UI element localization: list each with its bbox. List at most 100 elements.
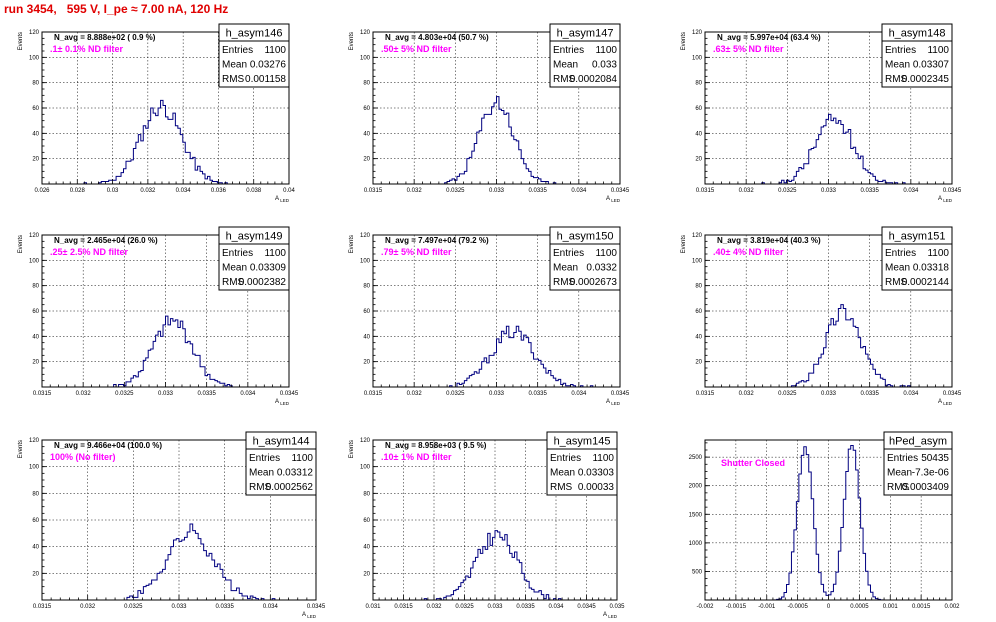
- histogram-h_asym144: 0.0315 0.032 0.0325 0.033 0.0335 0.034 0.0345 2…: [18, 431, 326, 619]
- y-tick-label: 120: [360, 438, 371, 444]
- y-tick-label: 120: [692, 30, 703, 36]
- histogram-hPed_asym: -0.002 -0.0015 -0.001 -0.0005 0 0.0005 0.001 0.…: [689, 431, 960, 610]
- y-tick-label: 60: [363, 106, 370, 112]
- y-tick-label: 40: [32, 131, 39, 137]
- navg-label: N_avg = 7.497e+04 (79.2 %): [385, 236, 489, 245]
- y-tick-label: 1000: [689, 541, 703, 547]
- stats-value: 1100: [595, 45, 617, 56]
- y-tick-label: 80: [363, 284, 370, 290]
- stats-body-box: [881, 40, 953, 88]
- y-tick-label: 100: [360, 55, 371, 61]
- x-tick-label: 0.0315: [394, 604, 413, 610]
- histogram-line: [42, 99, 289, 185]
- y-tick-label: 2000: [689, 484, 703, 490]
- x-tick-label: 0.032: [140, 188, 156, 194]
- filter-note: .63± 5% ND filter: [713, 44, 784, 54]
- x-tick-label: 0.0325: [455, 604, 474, 610]
- stats-value: 0.001158: [245, 74, 286, 85]
- y-tick-label: 120: [692, 233, 703, 239]
- y-tick-label: 60: [695, 106, 702, 112]
- x-tick-label: 0.033: [489, 391, 505, 397]
- stats-key: Mean: [222, 60, 247, 71]
- x-axis-label: A LED: [938, 399, 953, 406]
- x-tick-label: 0.033: [158, 391, 174, 397]
- navg-label: N_avg = 5.997e+04 (63.4 %): [717, 33, 821, 42]
- x-tick-label: 0.033: [821, 188, 837, 194]
- y-tick-label: 60: [363, 518, 370, 524]
- x-tick-label: 0.032: [80, 604, 96, 610]
- x-tick-label: 0.033: [489, 188, 505, 194]
- histogram-name: h_asym145: [554, 436, 611, 448]
- stats-key: Mean: [885, 60, 910, 71]
- y-axis-label: Events: [349, 235, 355, 253]
- stats-key: Entries: [222, 248, 253, 259]
- stats-box: h_asym146 Entries 1100 Mean 0.03276 RMS 0.0011…: [218, 23, 290, 88]
- stats-value: 0.03309: [250, 263, 287, 274]
- y-axis-label: Events: [18, 440, 24, 458]
- x-tick-label: 0.035: [609, 604, 625, 610]
- filter-note: .1± 0.1% ND filter: [50, 44, 123, 54]
- histogram-h_asym147: 0.0315 0.032 0.0325 0.033 0.0335 0.034 0.0345 2…: [349, 23, 630, 203]
- y-tick-label: 40: [363, 131, 370, 137]
- histogram-line: [705, 304, 952, 388]
- stats-value: 0.033: [592, 60, 617, 71]
- y-tick-label: 20: [363, 571, 370, 577]
- x-tick-label: 0.032: [739, 391, 755, 397]
- stats-key: RMS: [222, 74, 245, 85]
- stats-box: h_asym145 Entries 1100 Mean 0.03303 RMS 0.0003…: [546, 431, 618, 496]
- x-tick-label: 0.0335: [215, 604, 234, 610]
- y-tick-label: 120: [360, 30, 371, 36]
- histogram-name: h_asym149: [226, 231, 283, 243]
- stats-key: Mean: [887, 468, 912, 479]
- stats-key: Entries: [249, 453, 280, 464]
- x-tick-label: 0.034: [240, 391, 256, 397]
- y-tick-label: 100: [29, 465, 40, 471]
- x-tick-label: 0.0345: [280, 391, 299, 397]
- x-tick-label: 0.038: [246, 188, 262, 194]
- stats-value: 0.03312: [277, 468, 314, 479]
- x-tick-label: 0.032: [76, 391, 92, 397]
- stats-value: 0.03307: [913, 60, 950, 71]
- stats-box: h_asym147 Entries 1100 Mean 0.033 RMS0.000208…: [549, 23, 621, 88]
- x-tick-label: -0.001: [758, 604, 776, 610]
- x-tick-label: -0.002: [696, 604, 714, 610]
- y-tick-label: 20: [363, 360, 370, 366]
- y-tick-label: 80: [695, 81, 702, 87]
- navg-label: N_avg = 8.888e+02 ( 0.9 %): [54, 33, 156, 42]
- histogram-line: [705, 113, 952, 185]
- y-tick-label: 20: [363, 157, 370, 163]
- stats-key: RMS: [553, 74, 576, 85]
- x-axis-label: A LED: [302, 612, 317, 619]
- stats-value: 0.0002673: [570, 277, 618, 288]
- stats-value: 1100: [927, 45, 949, 56]
- x-tick-label: 0.0315: [33, 391, 52, 397]
- y-tick-label: 20: [32, 571, 39, 577]
- stats-key: RMS: [249, 482, 272, 493]
- histogram-line: [373, 530, 617, 601]
- y-axis-label: Events: [681, 235, 687, 253]
- stats-box: h_asym148 Entries 1100 Mean 0.03307 RMS0.0002…: [881, 23, 953, 88]
- y-tick-label: 40: [32, 545, 39, 551]
- stats-key: RMS: [222, 277, 245, 288]
- y-tick-label: 80: [32, 491, 39, 497]
- x-tick-label: 0.0325: [124, 604, 143, 610]
- stats-body-box: [883, 448, 953, 496]
- stats-key: Entries: [550, 453, 581, 464]
- stats-key: RMS: [887, 482, 910, 493]
- y-tick-label: 80: [363, 491, 370, 497]
- y-tick-label: 100: [692, 55, 703, 61]
- y-tick-label: 100: [360, 465, 371, 471]
- x-axis-label: A LED: [606, 399, 621, 406]
- x-tick-label: 0.032: [407, 391, 423, 397]
- stats-value: 0.03318: [913, 263, 950, 274]
- stats-key: RMS: [553, 277, 576, 288]
- stats-body-box: [546, 448, 618, 496]
- x-tick-label: 0.0335: [528, 188, 547, 194]
- stats-key: Entries: [553, 45, 584, 56]
- histogram-name: h_asym150: [557, 231, 614, 243]
- y-tick-label: 80: [32, 284, 39, 290]
- x-tick-label: 0.0315: [33, 604, 52, 610]
- navg-label: N_avg = 2.465e+04 (26.0 %): [54, 236, 158, 245]
- histogram-name: h_asym147: [557, 28, 614, 40]
- y-axis-label: Events: [18, 32, 24, 50]
